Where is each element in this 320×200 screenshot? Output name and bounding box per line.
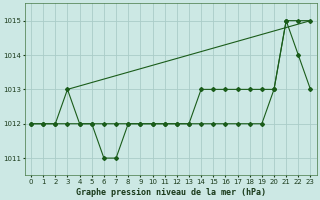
X-axis label: Graphe pression niveau de la mer (hPa): Graphe pression niveau de la mer (hPa) — [76, 188, 266, 197]
